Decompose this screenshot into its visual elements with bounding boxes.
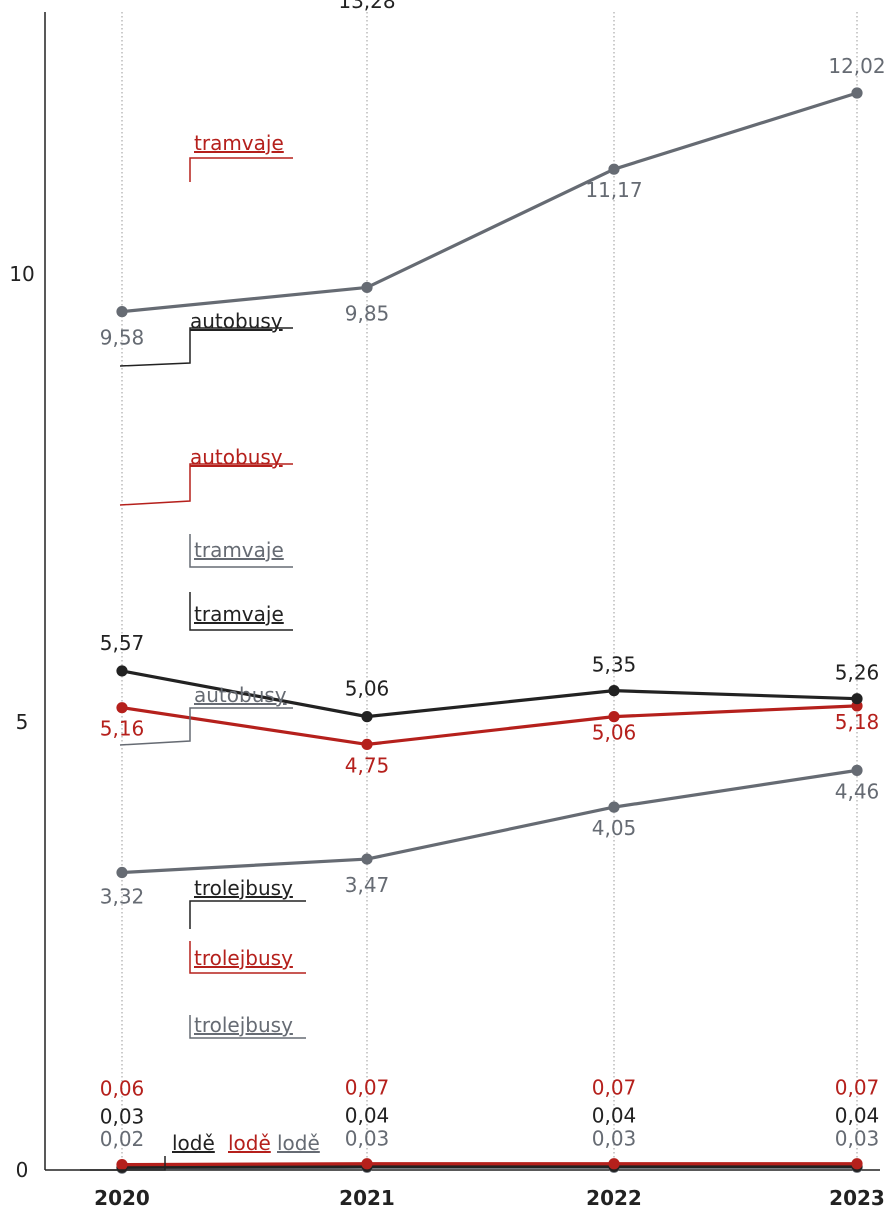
series-line-red-lod (122, 1164, 857, 1165)
data-label-black-lod-2021: 0,04 (345, 1103, 390, 1127)
data-label-gray-trol-2020: 3,32 (100, 885, 145, 909)
data-label-gray-trol-2021: 3,47 (345, 873, 390, 897)
data-point-red-lod-2022 (608, 1158, 619, 1169)
series-line-red-trol (122, 706, 857, 745)
data-point-gray-bus-2022 (608, 164, 619, 175)
series-label-black-trol: trolejbusy (194, 876, 293, 900)
series-label-red-trol: trolejbusy (194, 946, 293, 970)
data-point-black-trol-2021 (361, 711, 372, 722)
leader-line-red-bus (120, 464, 293, 505)
series-gray-trol (116, 765, 862, 878)
series-name-red-bus: autobusy (120, 445, 293, 505)
series-gray-bus (116, 87, 862, 317)
labels-red-trol: 5,16 4,75 5,06 5,18 (100, 710, 880, 778)
data-label-gray-bus-2020: 9,58 (100, 326, 145, 350)
series-name-red-tram: tramvaje (190, 131, 293, 182)
leader-line-red-tram (190, 158, 293, 182)
x-tick-label-2021: 2021 (339, 1186, 395, 1210)
labels-black-tram: 13,7113,2813,5214,17 (93, 0, 885, 13)
labels-black-lod: 0,03 0,04 0,04 0,04 (100, 1103, 880, 1128)
series-label-gray-bus: autobusy (194, 683, 287, 707)
data-point-black-trol-2022 (608, 685, 619, 696)
data-label-gray-bus-2021: 9,85 (345, 301, 390, 325)
data-label-black-trol-2020: 5,57 (100, 631, 145, 655)
series-name-black-trol: trolejbusy (190, 876, 306, 929)
series-name-red-trol: trolejbusy (190, 941, 306, 973)
data-point-black-trol-2023 (851, 693, 862, 704)
y-tick-label-5: 5 (16, 710, 29, 734)
data-label-red-trol-2020: 5,16 (100, 717, 145, 741)
y-tick-label-0: 0 (16, 1158, 29, 1182)
data-label-gray-bus-2023: 12,02 (828, 54, 885, 78)
data-label-gray-trol-2023: 4,46 (835, 779, 880, 803)
data-label-red-lod-2022: 0,07 (592, 1076, 637, 1100)
series-label-gray-tram: tramvaje (194, 538, 284, 562)
data-label-red-lod-2023: 0,07 (835, 1076, 880, 1100)
data-label-gray-bus-2022: 11,17 (585, 178, 642, 202)
data-point-gray-trol-2022 (608, 802, 619, 813)
data-label-black-trol-2023: 5,26 (835, 661, 880, 685)
series-name-gray-trol: trolejbusy (190, 1013, 306, 1038)
data-point-gray-trol-2021 (361, 853, 372, 864)
data-point-red-trol-2021 (361, 739, 372, 750)
series-line-gray-trol (122, 770, 857, 872)
data-label-red-trol-2023: 5,18 (835, 710, 880, 734)
data-point-gray-bus-2023 (851, 87, 862, 98)
data-point-gray-bus-2021 (361, 282, 372, 293)
data-label-red-trol-2022: 5,06 (592, 721, 637, 745)
series-name-gray-tram: tramvaje (190, 534, 293, 567)
data-label-black-trol-2022: 5,35 (592, 653, 637, 677)
labels-red-lod: 0,06 0,07 0,07 0,07 (100, 1076, 880, 1101)
series-label-black-tram: tramvaje (194, 602, 284, 626)
labels-gray-lod: 0,02 0,03 0,03 0,03 (100, 1126, 880, 1151)
series-line-gray-bus (122, 93, 857, 312)
data-point-red-lod-2020 (116, 1159, 127, 1170)
series-label-red-lod: lodě (228, 1131, 271, 1155)
leader-line-gray-bus (120, 708, 293, 745)
leader-line-black-bus (120, 328, 293, 366)
series-label-red-bus: autobusy (190, 445, 283, 469)
data-point-red-trol-2020 (116, 702, 127, 713)
series-label-black-lod: lodě (172, 1131, 215, 1155)
data-label-black-tram-2021: 13,28 (338, 0, 395, 13)
x-tick-label-2023: 2023 (829, 1186, 885, 1210)
data-point-red-lod-2023 (851, 1158, 862, 1169)
data-point-gray-trol-2020 (116, 867, 127, 878)
series-label-black-bus: autobusy (190, 309, 283, 333)
series-label-gray-trol: trolejbusy (194, 1013, 293, 1037)
series-line-black-lod (122, 1166, 857, 1167)
data-label-gray-lod-2021: 0,03 (345, 1126, 390, 1150)
data-label-black-lod-2020: 0,03 (100, 1104, 145, 1128)
data-label-gray-lod-2023: 0,03 (835, 1126, 880, 1150)
x-tick-label-2020: 2020 (94, 1186, 150, 1210)
data-label-red-trol-2021: 4,75 (345, 753, 390, 777)
data-label-gray-lod-2020: 0,02 (100, 1127, 145, 1151)
data-point-black-trol-2020 (116, 665, 127, 676)
data-label-red-lod-2020: 0,06 (100, 1077, 145, 1101)
data-label-gray-lod-2022: 0,03 (592, 1126, 637, 1150)
data-label-red-lod-2021: 0,07 (345, 1076, 390, 1100)
y-tick-label-10: 10 (9, 262, 34, 286)
x-tick-label-2022: 2022 (586, 1186, 642, 1210)
data-label-black-lod-2022: 0,04 (592, 1103, 637, 1127)
series-label-gray-lod: lodě (277, 1131, 320, 1155)
data-label-gray-trol-2022: 4,05 (592, 816, 637, 840)
series-name-black-tram: tramvaje (190, 592, 293, 630)
series-label-red-tram: tramvaje (194, 131, 284, 155)
leader-line-black-trol (190, 901, 306, 929)
data-point-gray-trol-2023 (851, 765, 862, 776)
labels-gray-bus: 9,58 9,85 11,17 12,02 (100, 54, 886, 350)
grid-lines (122, 12, 857, 1170)
data-point-red-lod-2021 (361, 1158, 372, 1169)
series-name-black-bus: autobusy (120, 309, 293, 366)
data-label-black-lod-2023: 0,04 (835, 1103, 880, 1127)
series-name-gray-bus: autobusy (120, 683, 293, 745)
data-label-black-trol-2021: 5,06 (345, 677, 390, 701)
data-point-gray-bus-2020 (116, 306, 127, 317)
